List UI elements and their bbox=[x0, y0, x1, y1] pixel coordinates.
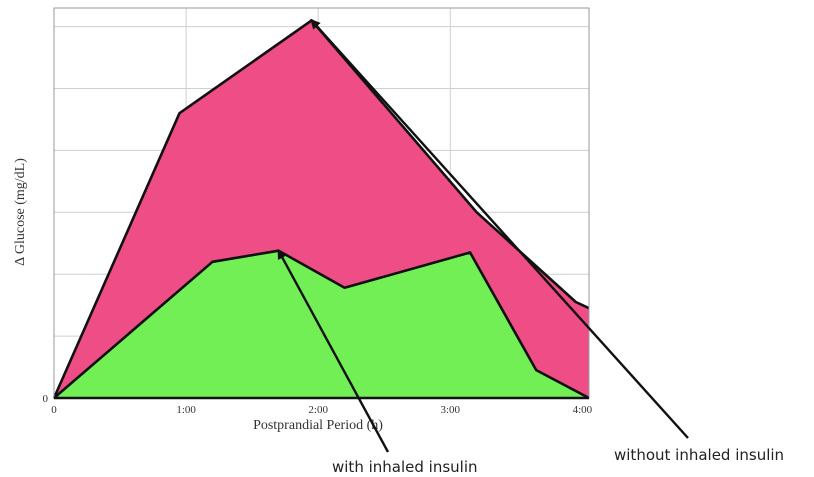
plot-frame bbox=[53, 7, 590, 400]
area-layer bbox=[52, 19, 590, 400]
annotation-with-inhaled-insulin: with inhaled insulin bbox=[332, 458, 478, 476]
series-1-area bbox=[54, 250, 589, 398]
y-tick-label: 0 bbox=[43, 393, 49, 405]
x-tick-label: 2:00 bbox=[308, 404, 328, 416]
x-tick-label: 4:00 bbox=[573, 404, 593, 416]
annotation-arrow-0 bbox=[310, 18, 689, 439]
y-axis-title: Δ Glucose (mg/dL) bbox=[13, 158, 28, 266]
annotation-without-inhaled-insulin: without inhaled insulin bbox=[614, 446, 784, 464]
x-axis-title: Postprandial Period (h) bbox=[253, 418, 383, 433]
annotation-arrows bbox=[277, 18, 689, 453]
x-tick-label: 1:00 bbox=[176, 404, 196, 416]
series-0-line bbox=[52, 19, 590, 399]
x-tick-label: 3:00 bbox=[441, 404, 461, 416]
tick-labels: 0 1:00 2:00 3:00 4:00 0 bbox=[43, 393, 593, 416]
series-1-line bbox=[53, 249, 590, 400]
x-tick-label: 0 bbox=[51, 404, 57, 416]
annotation-arrow-1 bbox=[277, 248, 390, 453]
